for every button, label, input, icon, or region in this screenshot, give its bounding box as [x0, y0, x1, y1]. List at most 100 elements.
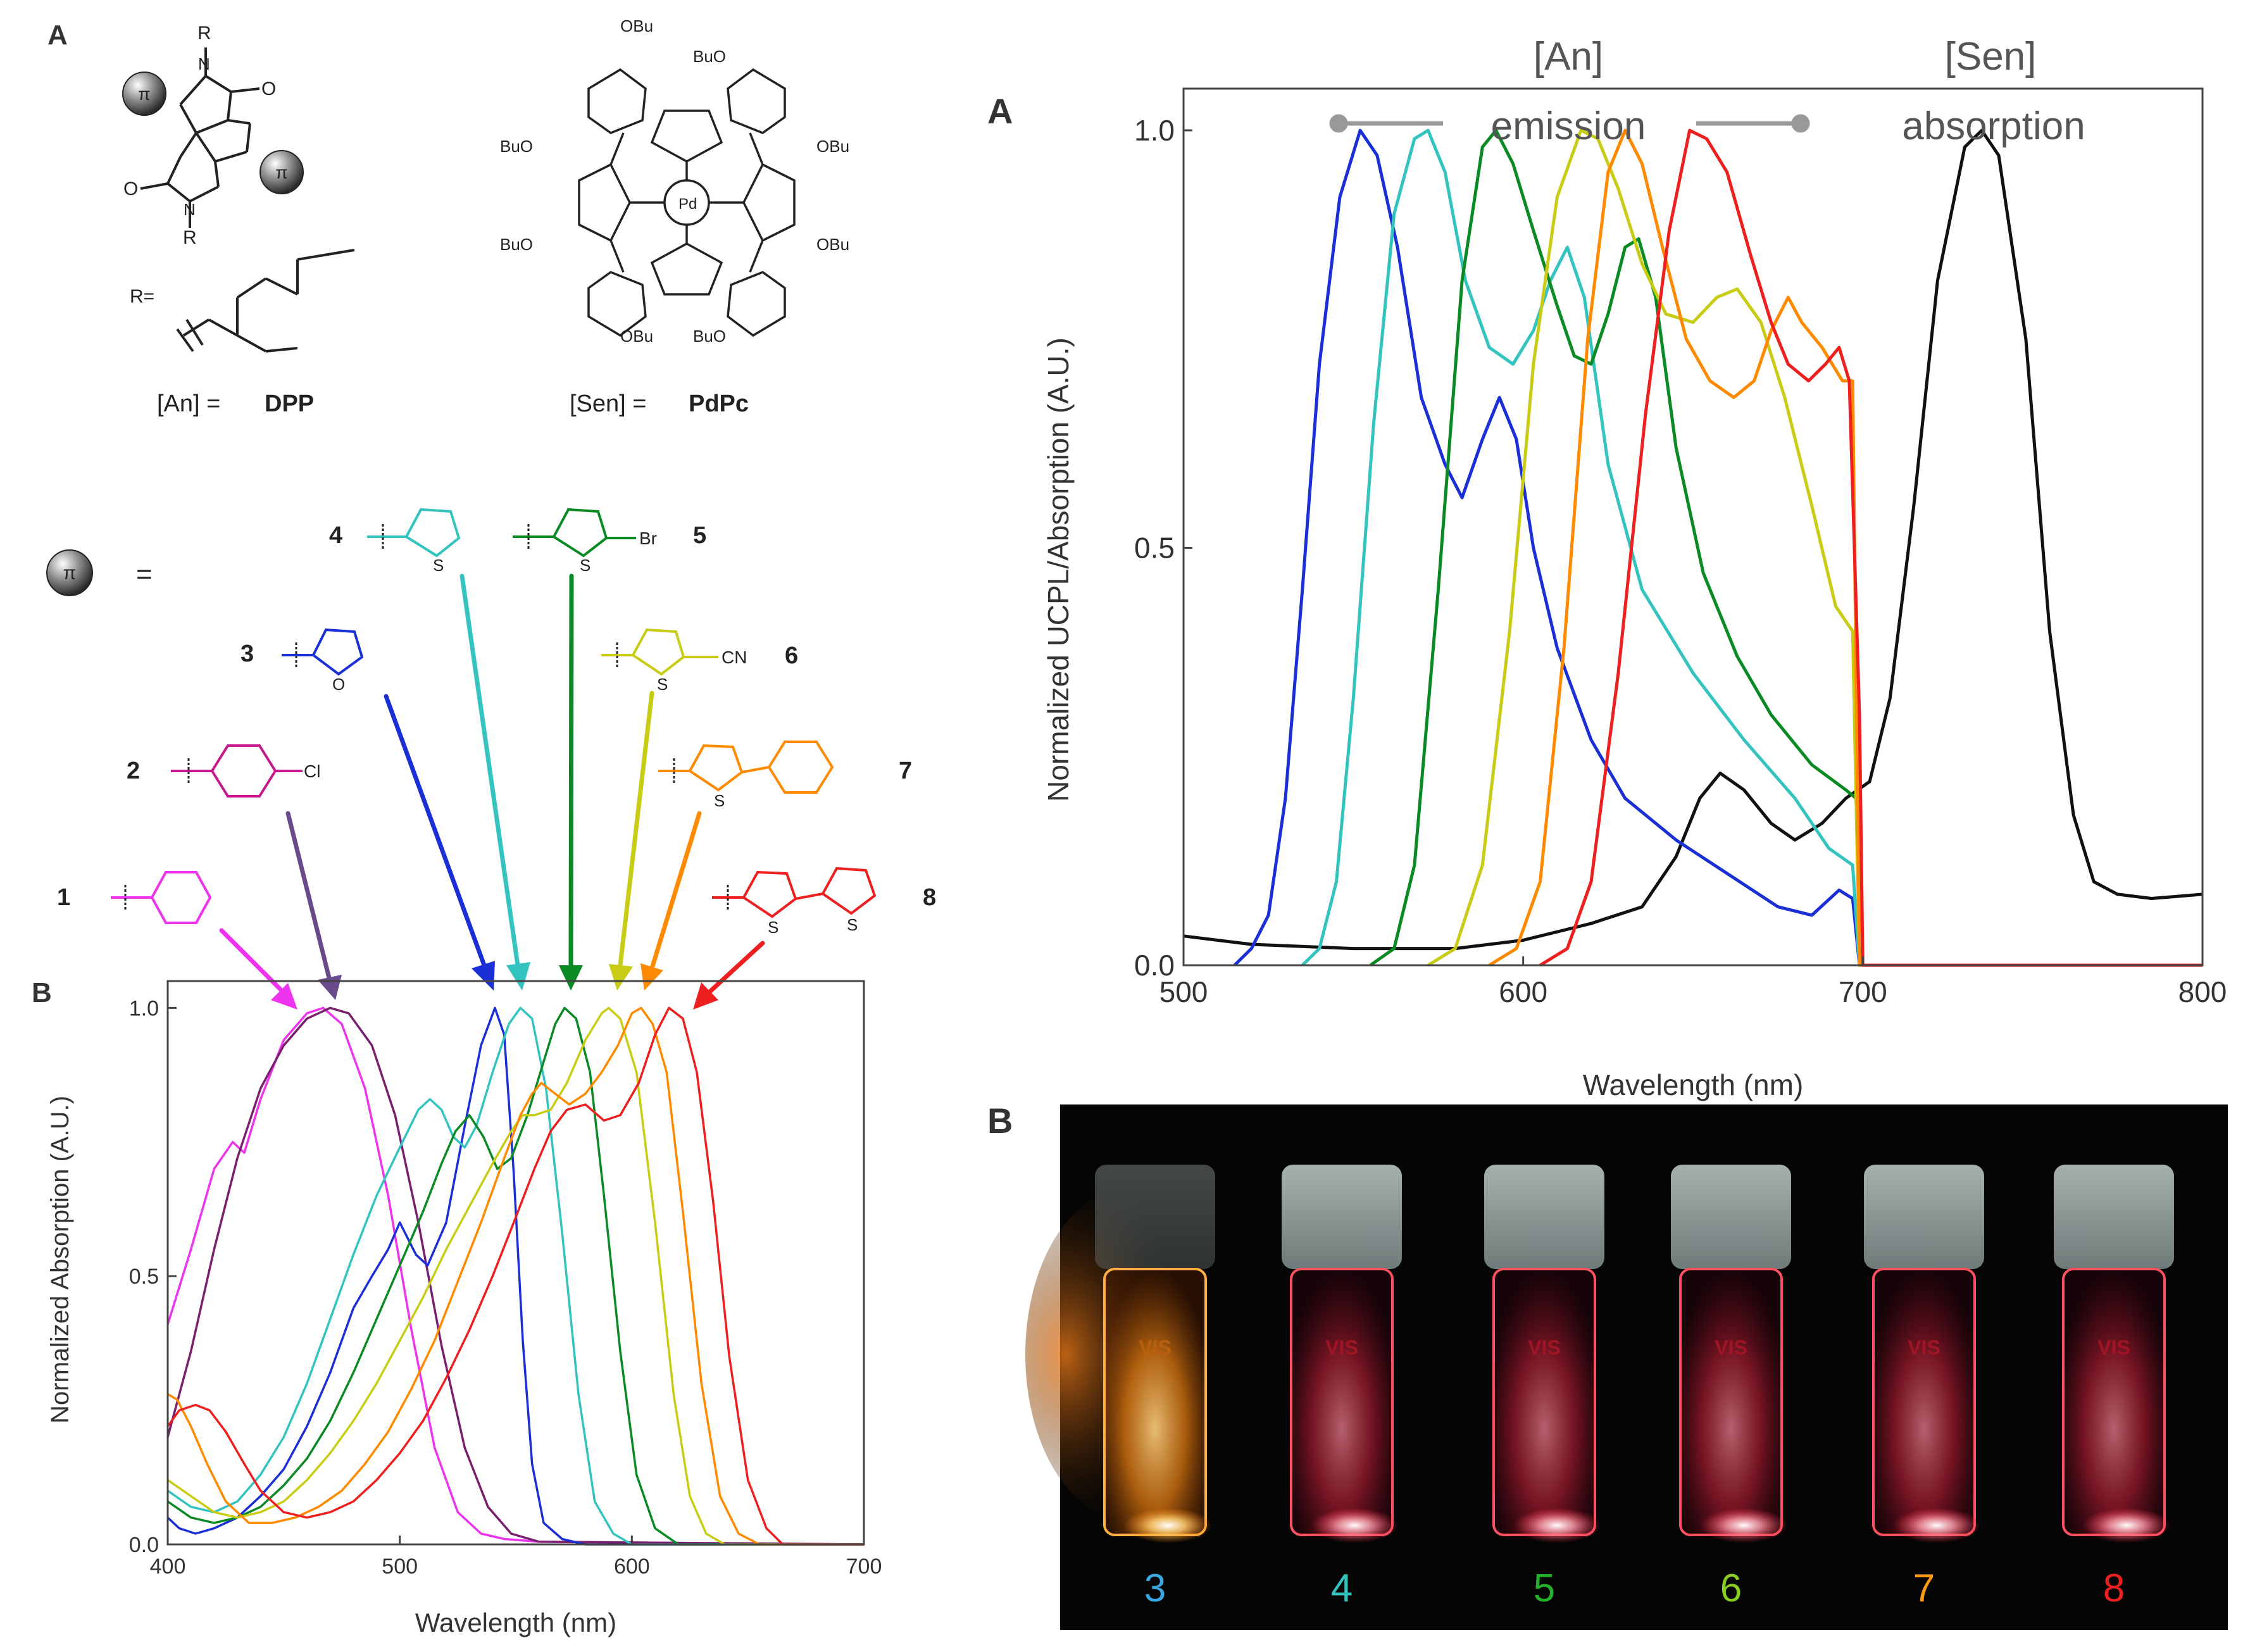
vial-7-body [1872, 1268, 1976, 1536]
substituent-8-ring-2 [821, 867, 877, 915]
vial-7: VIS 7 [1864, 1165, 1984, 1610]
substituent-7-thiophene [688, 744, 744, 792]
pi-ball-left-label: π [138, 84, 150, 104]
absorption-x-tick-label-500: 500 [382, 1555, 418, 1579]
vial-5-glow-spot [1513, 1508, 1601, 1543]
vial-4-glow-spot [1310, 1508, 1399, 1543]
substituent-5-number: 5 [693, 522, 706, 549]
pi-ball-right-label: π [275, 163, 287, 182]
absorption-x-axis-label: Wavelength (nm) [415, 1608, 616, 1637]
substituent-1-number: 1 [57, 884, 70, 911]
substituent-2: 2 Cl [127, 744, 320, 798]
substituent-8-number: 8 [923, 884, 936, 911]
upconversion-series-4-line [1301, 128, 2203, 967]
vial-4-body [1290, 1268, 1394, 1536]
substituent-8: S S 8 [712, 867, 936, 937]
substituent-5-ring [552, 508, 608, 558]
chemical-structures-panel: A R N O O N R π [46, 16, 936, 1010]
vial-5-cap [1484, 1165, 1604, 1269]
absorption-annotation: absorption [1902, 104, 2085, 148]
vial-5-body [1492, 1268, 1596, 1536]
vial-4-number: 4 [1331, 1567, 1353, 1610]
substituent-8-s-2: S [847, 915, 858, 934]
substituent-3: 3 O [241, 628, 364, 694]
pi-ball-right [259, 150, 304, 194]
vial-7-cap [1864, 1165, 1984, 1269]
sen-bracket-label: [Sen] [1945, 35, 2037, 78]
pdpc-buo-8: BuO [693, 327, 726, 346]
vial-7-number: 7 [1913, 1567, 1935, 1610]
peak-arrows [219, 573, 765, 1010]
absorption-series-5-line [167, 1006, 864, 1546]
vial-3: VIS 3 [1095, 1165, 1215, 1610]
vial-5-vis-label: VIS [1528, 1336, 1561, 1359]
absorption-x-tick-label-400: 400 [150, 1555, 186, 1579]
substituent-1: 1 [57, 871, 212, 924]
upconversion-series-5-line [1369, 128, 2203, 967]
vial-8-cap [2054, 1165, 2174, 1269]
upconversion-series-6-line [1427, 128, 2203, 967]
vial-8-body [2062, 1268, 2166, 1536]
pdpc-obu-7: OBu [620, 327, 653, 346]
upconversion-y-tick-label-0: 0.0 [1134, 949, 1175, 982]
vial-4-vis-label: VIS [1325, 1336, 1358, 1359]
substituent-6-ring [631, 628, 685, 676]
absorption-series-2-line [166, 1006, 865, 1546]
upconversion-x-tick-label-800: 800 [2178, 975, 2227, 1008]
substituent-5: S Br 5 [513, 508, 706, 575]
vial-6-cap [1671, 1165, 1791, 1269]
vial-8-glow-spot [2082, 1508, 2171, 1543]
dpp-n-bottom: N [184, 200, 196, 219]
absorption-series-6-line [167, 1006, 864, 1546]
vial-7-vis-label: VIS [1908, 1336, 1940, 1359]
substituent-4-s: S [433, 556, 444, 575]
vial-7-glow-spot [1892, 1508, 1981, 1543]
substituent-7: S 7 [658, 741, 912, 810]
pi-ball-left [122, 72, 166, 116]
substituent-4: 4 S [329, 508, 461, 575]
absorption-series-3-line [166, 1006, 864, 1546]
absorption-y-tick-label-0: 0.0 [129, 1533, 159, 1557]
dpp-r-label-top: R [197, 23, 211, 44]
vial-3-glow-spot [1123, 1508, 1212, 1543]
panel-label-chem: A [47, 20, 68, 51]
dpp-n-top: N [198, 54, 210, 73]
pdpc-buo-2: BuO [693, 47, 726, 66]
substituent-3-ring [311, 628, 364, 676]
substituent-7-phenyl [767, 741, 834, 794]
substituent-2-cl: Cl [304, 761, 320, 781]
sen-pdpc-label-name: PdPc [689, 391, 749, 417]
substituent-5-s: S [580, 556, 590, 575]
substituent-2-ring [210, 744, 277, 798]
substituent-6: S CN 6 [601, 628, 798, 694]
an-dpp-label-name: DPP [265, 391, 314, 417]
upconversion-series-8-line [1539, 128, 2203, 967]
absorption-series-4-line [167, 1006, 864, 1546]
upconversion-x-axis-label: Wavelength (nm) [1583, 1068, 1804, 1101]
substituent-8-ring-1 [742, 870, 797, 918]
dpp-o-right: O [261, 78, 276, 99]
vial-photo-panel: B VIS 3 VIS 4 VIS 5 VIS 6 VIS 7 VIS 8 [987, 1101, 2228, 1630]
upconversion-panel-label: A [987, 91, 1013, 131]
substituent-1-ring [150, 871, 212, 924]
vial-6-vis-label: VIS [1715, 1336, 1747, 1359]
substituent-2-number: 2 [127, 758, 140, 784]
substituent-4-number: 4 [329, 522, 342, 549]
upconversion-y-axis-label: Normalized UCPL/Absorption (A.U.) [1042, 337, 1075, 802]
emission-label: emission [1491, 104, 1646, 148]
emission-range-arrow [1329, 114, 1810, 133]
vial-6-glow-spot [1699, 1508, 1788, 1543]
vial-3-vis-label: VIS [1139, 1336, 1172, 1359]
absorption-plot-frame [166, 980, 865, 1546]
vial-5-number: 5 [1534, 1567, 1555, 1610]
absorption-y-tick-label-0-5: 0.5 [129, 1265, 159, 1289]
dpp-structure [140, 47, 260, 228]
substituent-8-s-1: S [768, 918, 778, 937]
r-substituent-label: R= [130, 286, 154, 307]
ethylhexyl-chain [176, 249, 355, 353]
upconversion-x-tick-label-500: 500 [1159, 975, 1208, 1008]
substituent-7-number: 7 [899, 758, 912, 784]
pi-ball-legend [46, 549, 93, 596]
